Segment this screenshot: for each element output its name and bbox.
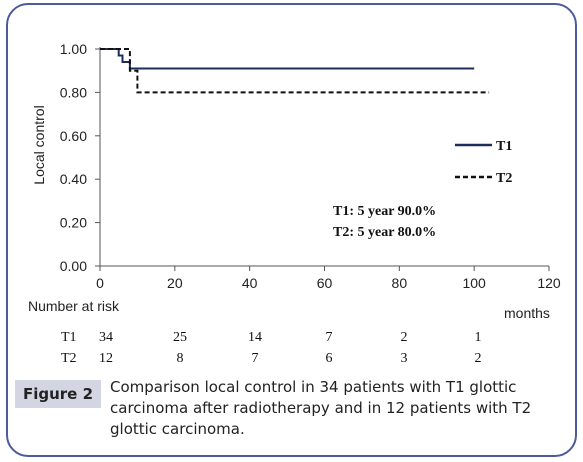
risk-cell: 1: [475, 330, 482, 345]
risk-cell: 2: [401, 330, 408, 345]
x-tick-label: 100: [462, 275, 486, 291]
x-tick-label: 120: [537, 275, 561, 291]
risk-cell: 2: [475, 351, 482, 366]
risk-cell: 12: [99, 351, 113, 366]
risk-table-title: Number at risk: [28, 298, 120, 314]
x-axis-label: months: [504, 305, 550, 321]
x-tick-label: 20: [167, 275, 183, 291]
y-tick-label: 0.60: [60, 128, 87, 144]
risk-cell: 7: [326, 330, 333, 345]
legend: T1 T2: [455, 139, 512, 186]
risk-cell: 7: [252, 351, 259, 366]
y-tick-label: 1.00: [60, 41, 87, 57]
y-tick-label: 0.00: [60, 258, 87, 274]
risk-cell: 14: [248, 330, 262, 345]
figure-caption: Comparison local control in 34 patients …: [110, 378, 532, 438]
risk-cell: 34: [99, 330, 113, 345]
x-tick-label: 40: [242, 275, 258, 291]
annotation-t1: T1: 5 year 90.0%: [333, 204, 436, 219]
figure-frame: [6, 3, 577, 457]
risk-row-label: T2: [61, 351, 77, 366]
x-tick-label: 80: [392, 275, 408, 291]
legend-label-t2: T2: [496, 171, 512, 186]
x-tick-label: 0: [96, 275, 104, 291]
y-tick-label: 0.20: [60, 215, 87, 231]
annotation-t2: T2: 5 year 80.0%: [333, 225, 436, 240]
y-axis-label: Local control: [31, 105, 47, 184]
series-layer: [100, 48, 490, 94]
y-tick-label: 0.80: [60, 84, 87, 100]
x-tick-label: 60: [317, 275, 333, 291]
figure-label: Figure 2: [15, 380, 101, 408]
axes: 0.00 0.20 0.40 0.60 0.80 1.00 0 20 40 60 80 100 120: [60, 41, 561, 291]
risk-table: T1 34 25 14 7 2 1 T2 12 8 7 6 3 2: [61, 330, 482, 366]
risk-cell: 3: [401, 351, 408, 366]
risk-cell: 25: [173, 330, 187, 345]
series-line-t2: [100, 48, 490, 94]
risk-cell: 8: [177, 351, 184, 366]
legend-label-t1: T1: [496, 139, 512, 154]
series-line-t1: [100, 48, 475, 70]
y-tick-label: 0.40: [60, 171, 87, 187]
risk-row-label: T1: [61, 330, 77, 345]
risk-cell: 6: [326, 351, 333, 366]
